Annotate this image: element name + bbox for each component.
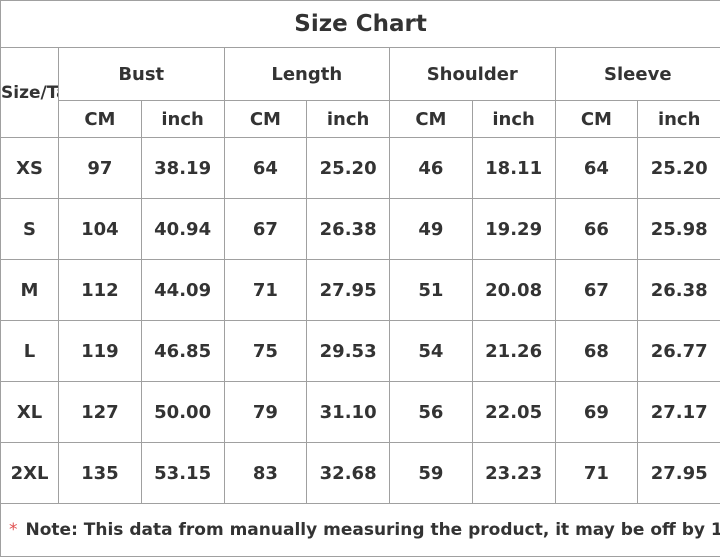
measurement: 54 — [389, 320, 473, 382]
unit-header: CM — [58, 100, 142, 138]
note: * Note: This data from manually measuring… — [0, 503, 720, 557]
size-label: XS — [0, 137, 59, 199]
size-label: M — [0, 259, 59, 321]
measurement: 64 — [554, 137, 639, 199]
size-header: Size/Ta — [0, 47, 59, 138]
note-text: Note: This data from manually measuring … — [25, 520, 720, 540]
table-row: M 112 44.09 71 27.95 51 20.08 67 26.38 — [0, 259, 720, 321]
unit-header: CM — [389, 100, 473, 138]
measurement: 83 — [223, 442, 308, 504]
unit-header: CM — [554, 100, 639, 138]
group-header: Length — [223, 47, 390, 101]
measurement: 20.08 — [471, 259, 556, 321]
measurement: 50.00 — [140, 381, 225, 443]
size-label: L — [0, 320, 59, 382]
table-row: 2XL 135 53.15 83 32.68 59 23.23 71 27.95 — [0, 442, 720, 504]
measurement: 49 — [389, 198, 473, 260]
table-row: L 119 46.85 75 29.53 54 21.26 68 26.77 — [0, 320, 720, 382]
measurement: 44.09 — [140, 259, 225, 321]
measurement: 135 — [58, 442, 142, 504]
measurement: 67 — [223, 198, 308, 260]
note-mark: * — [9, 520, 18, 540]
measurement: 38.19 — [140, 137, 225, 199]
table-row: XS 97 38.19 64 25.20 46 18.11 64 25.20 — [0, 137, 720, 199]
table-title: Size Chart — [0, 0, 720, 48]
size-label: S — [0, 198, 59, 260]
measurement: 19.29 — [471, 198, 556, 260]
measurement: 64 — [223, 137, 308, 199]
measurement: 66 — [554, 198, 639, 260]
measurement: 71 — [223, 259, 308, 321]
measurement: 26.77 — [637, 320, 720, 382]
measurement: 25.20 — [306, 137, 390, 199]
size-label: XL — [0, 381, 59, 443]
measurement: 40.94 — [140, 198, 225, 260]
measurement: 25.98 — [637, 198, 720, 260]
measurement: 69 — [554, 381, 639, 443]
measurement: 27.95 — [306, 259, 390, 321]
table-row: CM inch CM inch CM inch CM inch — [1, 100, 720, 138]
measurement: 51 — [389, 259, 473, 321]
measurement: 112 — [58, 259, 142, 321]
measurement: 32.68 — [306, 442, 390, 504]
table-row: S 104 40.94 67 26.38 49 19.29 66 25.98 — [0, 198, 720, 260]
measurement: 31.10 — [306, 381, 390, 443]
measurement: 68 — [554, 320, 639, 382]
measurement: 97 — [58, 137, 142, 199]
unit-header: inch — [471, 100, 556, 138]
measurement: 23.23 — [471, 442, 556, 504]
unit-header: inch — [637, 100, 720, 138]
unit-header: CM — [223, 100, 308, 138]
measurement: 46.85 — [140, 320, 225, 382]
measurement: 26.38 — [306, 198, 390, 260]
group-header: Shoulder — [389, 47, 556, 101]
measurement: 29.53 — [306, 320, 390, 382]
unit-header: inch — [140, 100, 225, 138]
measurement: 26.38 — [637, 259, 720, 321]
measurement: 75 — [223, 320, 308, 382]
measurement: 104 — [58, 198, 142, 260]
measurement: 56 — [389, 381, 473, 443]
group-header: Bust — [58, 47, 225, 101]
measurement: 53.15 — [140, 442, 225, 504]
measurement: 25.20 — [637, 137, 720, 199]
measurement: 71 — [554, 442, 639, 504]
measurement: 79 — [223, 381, 308, 443]
table-row: Size Chart — [0, 0, 720, 48]
table-row: Size/TaBustLengthShoulderSleeve — [0, 47, 720, 138]
measurement: 27.17 — [637, 381, 720, 443]
measurement: 127 — [58, 381, 142, 443]
table-row: * Note: This data from manually measuring… — [0, 503, 720, 557]
measurement: 119 — [58, 320, 142, 382]
measurement: 22.05 — [471, 381, 556, 443]
unit-header: inch — [306, 100, 390, 138]
measurement: 21.26 — [471, 320, 556, 382]
measurement: 59 — [389, 442, 473, 504]
size-label: 2XL — [0, 442, 59, 504]
table-row: XL 127 50.00 79 31.10 56 22.05 69 27.17 — [0, 381, 720, 443]
measurement: 27.95 — [637, 442, 720, 504]
measurement: 18.11 — [471, 137, 556, 199]
measurement: 46 — [389, 137, 473, 199]
group-header: Sleeve — [554, 47, 720, 101]
measurement: 67 — [554, 259, 639, 321]
